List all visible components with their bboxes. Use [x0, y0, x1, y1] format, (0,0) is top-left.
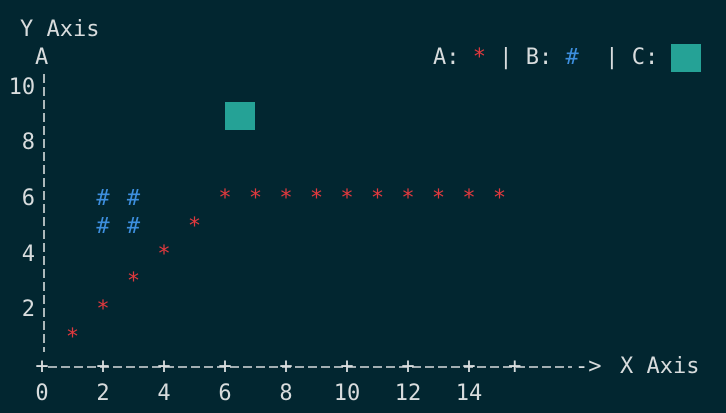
x-tick-label: 0: [35, 381, 49, 406]
series-a-point: *: [248, 186, 263, 211]
x-axis-label: X Axis: [620, 354, 700, 379]
y-tick-label: 8: [21, 130, 36, 156]
series-c-point: [225, 101, 256, 130]
series-a-point: *: [157, 241, 171, 267]
x-tick-mark: +: [96, 354, 110, 379]
x-tick-mark: +: [35, 354, 49, 379]
series-b-point: #: [126, 213, 141, 239]
series-a-point: *: [96, 297, 110, 323]
series-a-point: *: [340, 186, 354, 211]
legend-a-marker: *: [472, 45, 486, 70]
x-tick-mark: +: [218, 354, 232, 379]
x-tick-mark: +: [157, 354, 171, 379]
legend-a-name: A: [432, 45, 447, 70]
series-a-point: *: [431, 186, 446, 211]
legend-separator-2: |: [605, 45, 619, 70]
y-tick-label: 4: [21, 241, 36, 267]
series-b-point: #: [126, 186, 141, 211]
x-axis-arrow: ->: [575, 354, 602, 379]
series-a-point: *: [126, 269, 141, 295]
x-tick-mark: +: [508, 354, 522, 379]
legend-b-colon: :: [538, 45, 566, 70]
series-b-point: #: [96, 213, 110, 239]
x-tick-label: 4: [157, 381, 171, 406]
series-a-point: *: [309, 186, 324, 211]
legend: A: * | B: # | C:: [380, 16, 702, 100]
legend-a-colon: :: [446, 45, 473, 70]
x-tick-label: 6: [218, 381, 232, 406]
legend-c-colon: :: [644, 45, 672, 70]
series-a-point: *: [370, 186, 385, 211]
y-tick-label: 6: [21, 186, 36, 211]
legend-b-name: B: [525, 45, 539, 70]
x-tick-label: 10: [333, 381, 361, 406]
y-axis-label: Y Axis: [20, 17, 100, 42]
x-tick-label: 2: [96, 381, 110, 406]
legend-separator-1: |: [499, 45, 513, 70]
y-axis-arrow: A: [35, 45, 49, 70]
y-tick-label: 10: [8, 74, 36, 100]
series-a-point: *: [65, 325, 80, 350]
series-a-point: *: [401, 186, 415, 211]
x-tick-label: 12: [394, 381, 422, 406]
x-tick-mark: +: [340, 354, 354, 379]
x-tick-label: 14: [455, 381, 483, 406]
y-tick-label: 2: [21, 297, 36, 323]
series-a-point: *: [492, 186, 507, 211]
x-tick-mark: +: [401, 354, 415, 379]
series-a-point: *: [462, 186, 476, 211]
series-a-point: *: [218, 186, 232, 211]
x-tick-label: 8: [279, 381, 293, 406]
x-tick-mark: +: [462, 354, 476, 379]
series-a-point: *: [187, 213, 202, 239]
legend-b-marker: #: [565, 45, 579, 70]
series-a-point: *: [279, 186, 293, 211]
legend-c-name: C: [631, 45, 645, 70]
legend-c-swatch: [671, 44, 702, 72]
series-b-point: #: [96, 186, 110, 211]
x-tick-mark: +: [279, 354, 293, 379]
